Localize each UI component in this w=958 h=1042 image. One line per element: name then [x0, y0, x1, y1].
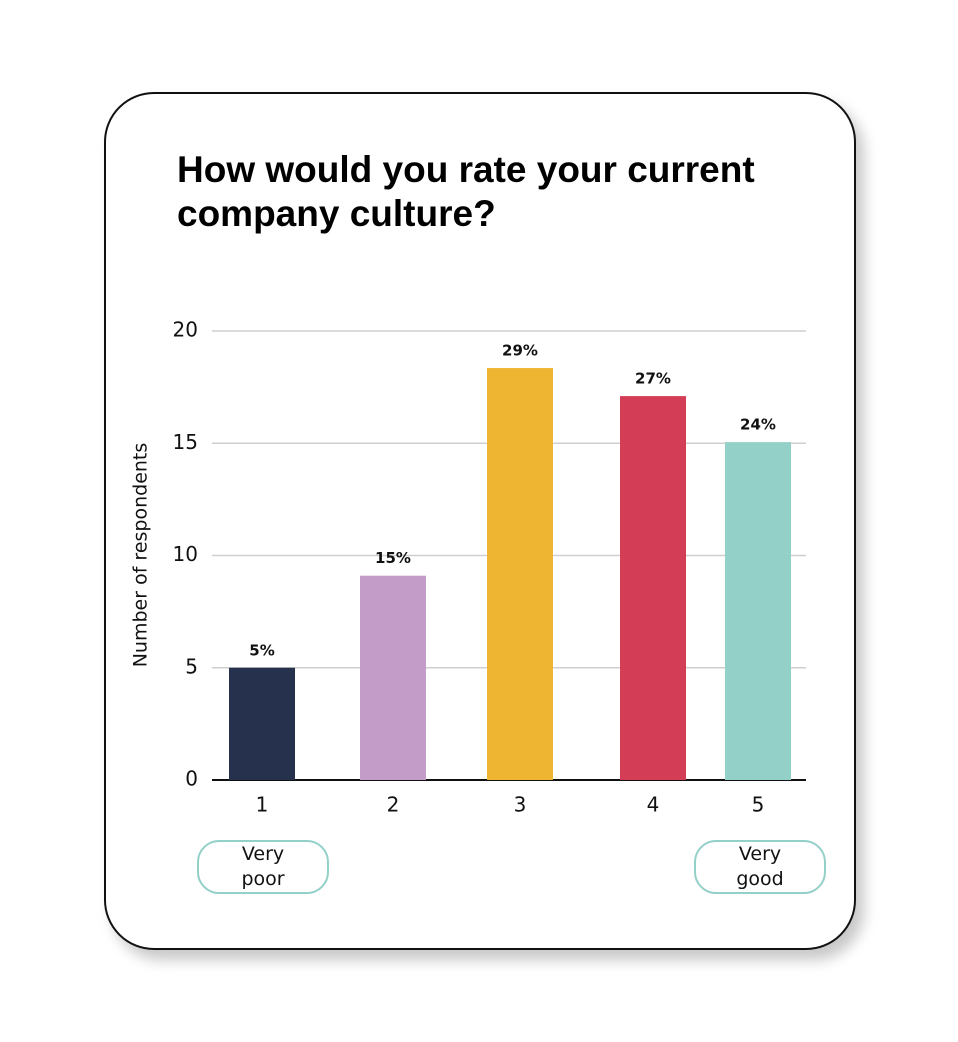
data-label: 29%	[502, 342, 538, 360]
bar	[620, 396, 686, 780]
bar	[725, 442, 791, 780]
chart-title: How would you rate your current company …	[177, 149, 755, 234]
y-axis-label: Number of respondents	[130, 443, 152, 668]
y-tick-label: 10	[173, 542, 198, 566]
x-tick-label: 1	[256, 793, 269, 817]
data-label: 24%	[740, 416, 776, 434]
y-tick-label: 5	[185, 654, 198, 678]
x-tick-label: 4	[647, 793, 660, 817]
y-tick-label: 20	[173, 318, 198, 342]
bar	[487, 368, 553, 780]
x-tick-label: 3	[514, 793, 527, 817]
bar	[229, 667, 295, 780]
annotation: Very good	[694, 840, 826, 894]
data-label: 15%	[375, 549, 411, 567]
x-tick-label: 2	[387, 793, 400, 817]
data-label: 27%	[635, 370, 671, 388]
data-label: 5%	[249, 641, 274, 659]
x-tick-label: 5	[752, 793, 765, 817]
annotation: Very poor	[197, 840, 329, 894]
bar	[360, 575, 426, 780]
y-tick-label: 15	[173, 430, 198, 454]
y-tick-label: 0	[185, 767, 198, 791]
